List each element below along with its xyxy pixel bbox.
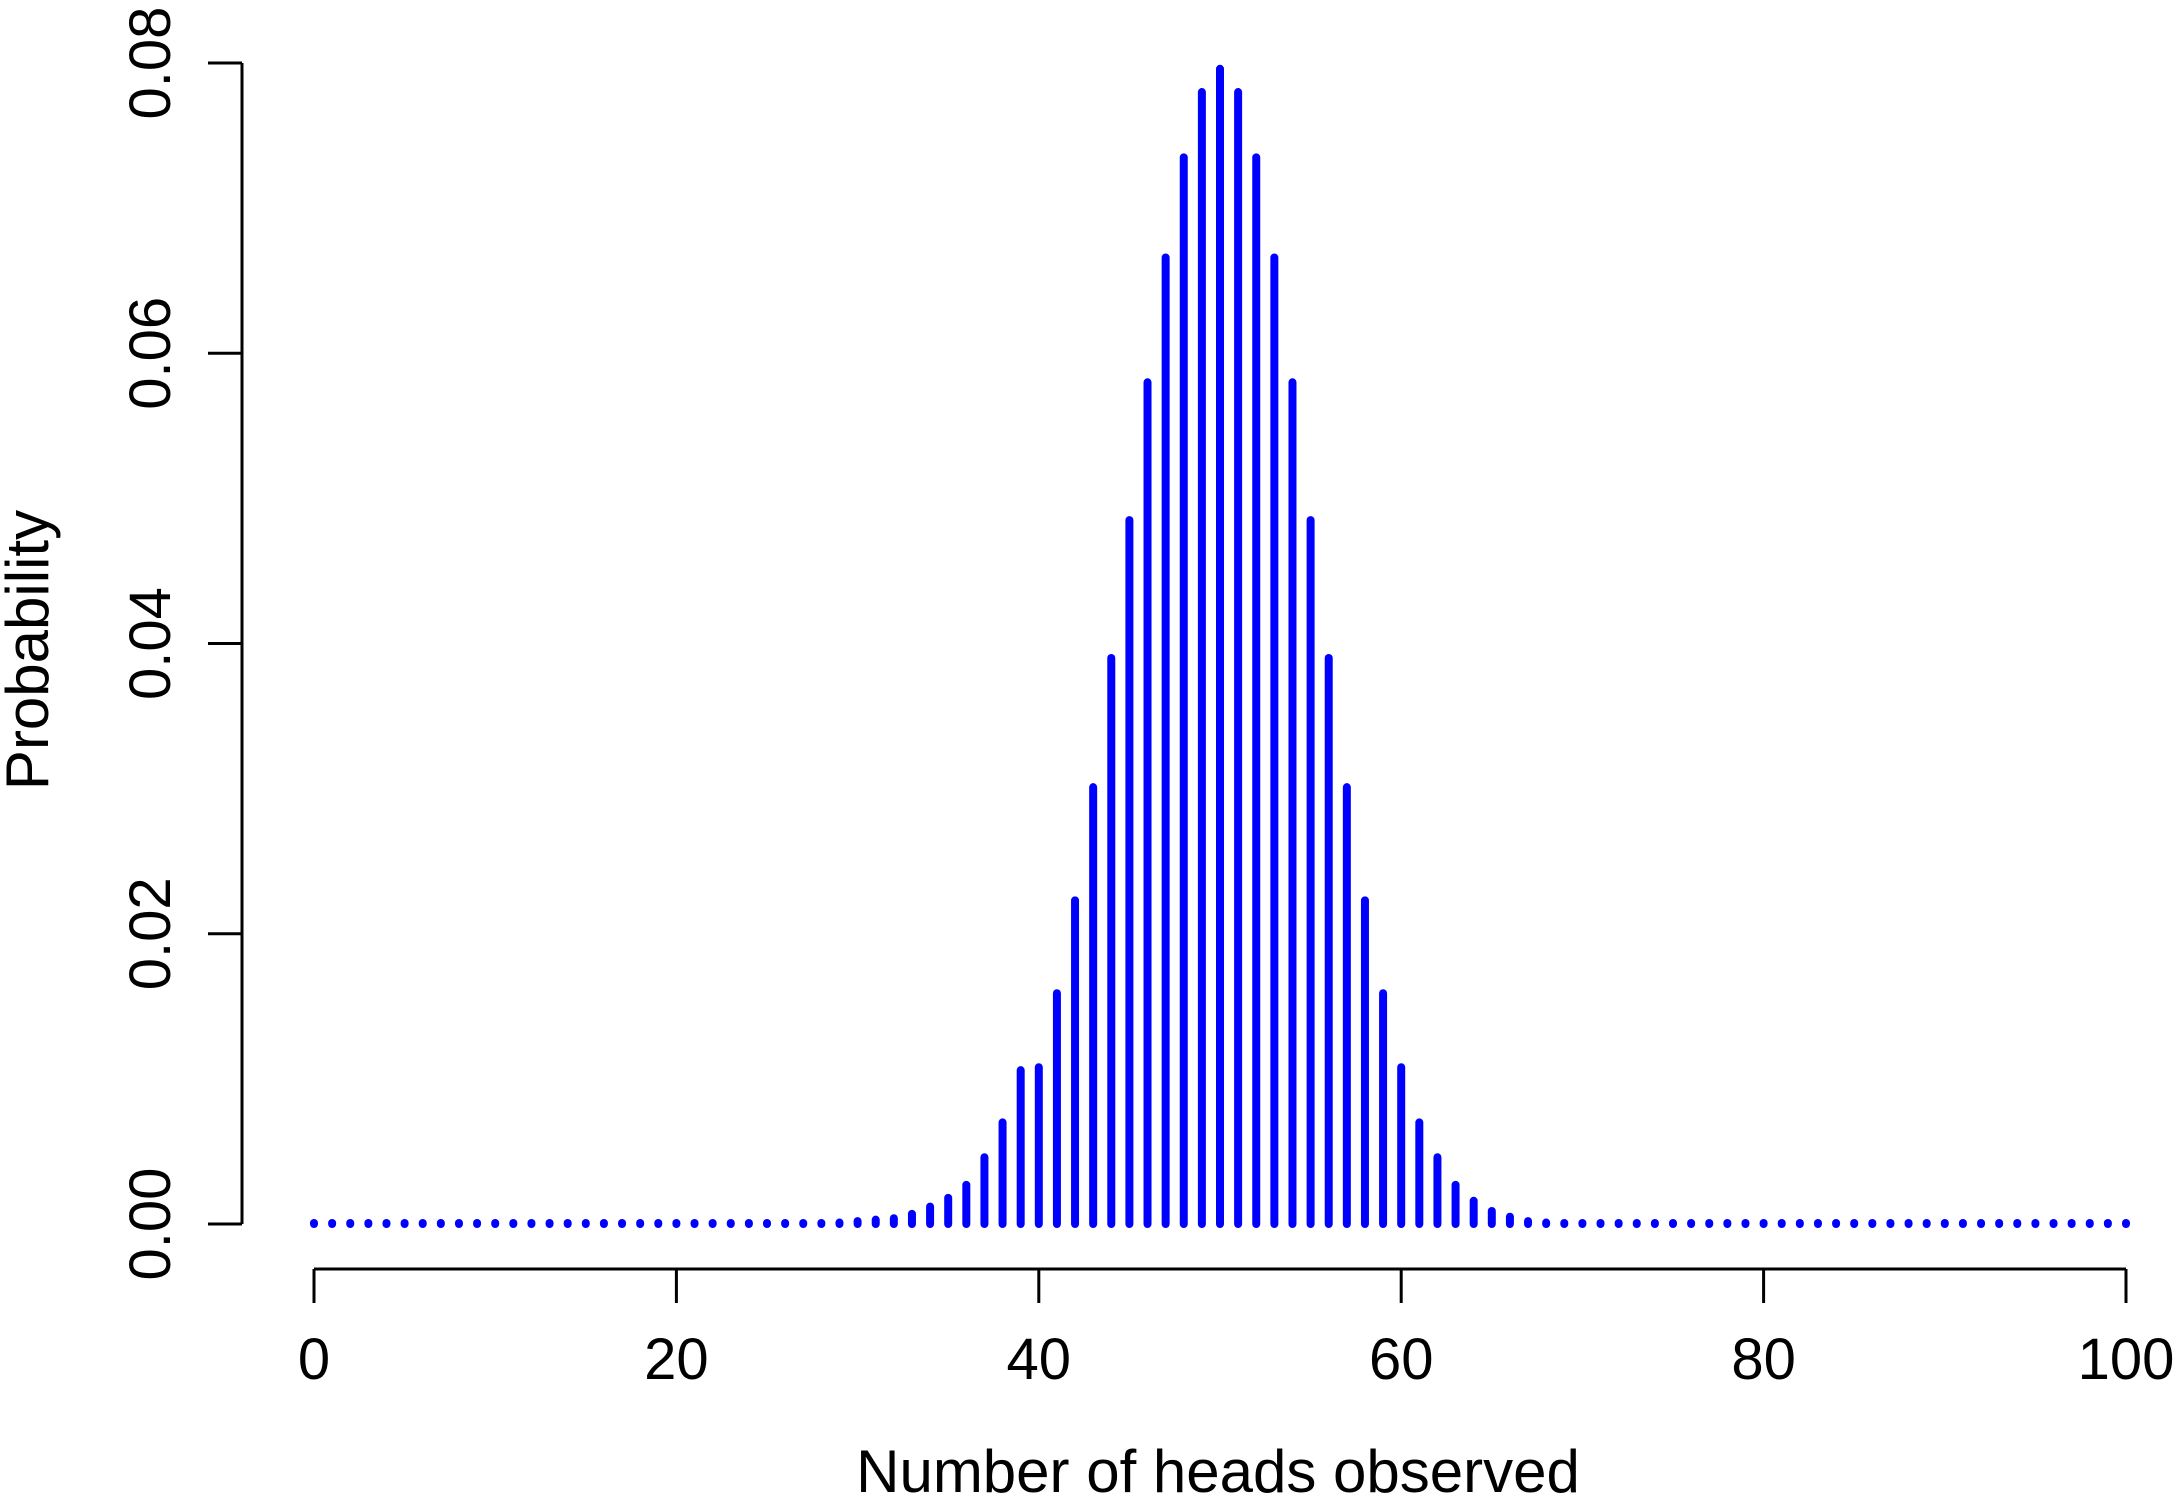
y-tick-label-0.08: 0.08 bbox=[118, 7, 183, 120]
y-tick-label-0.04: 0.04 bbox=[118, 587, 183, 700]
y-tick-label-0.02: 0.02 bbox=[118, 877, 183, 990]
x-tick-label-60: 60 bbox=[1369, 1327, 1434, 1392]
y-tick-label-0.06: 0.06 bbox=[118, 297, 183, 410]
x-tick-label-20: 20 bbox=[644, 1327, 709, 1392]
plot-marks bbox=[310, 64, 2130, 1228]
x-tick-label-40: 40 bbox=[1007, 1327, 1072, 1392]
x-tick-label-80: 80 bbox=[1731, 1327, 1796, 1392]
y-axis: 0.00 0.02 0.04 0.06 0.08 bbox=[118, 7, 244, 1281]
y-tick-label-0.00: 0.00 bbox=[118, 1168, 183, 1281]
x-tick-label-100: 100 bbox=[2078, 1327, 2175, 1392]
x-axis: 0 20 40 60 80 100 bbox=[298, 1267, 2175, 1392]
y-axis-title: Probability bbox=[0, 510, 61, 790]
x-axis-title: Number of heads observed bbox=[856, 1438, 1580, 1500]
x-tick-label-0: 0 bbox=[298, 1327, 330, 1392]
